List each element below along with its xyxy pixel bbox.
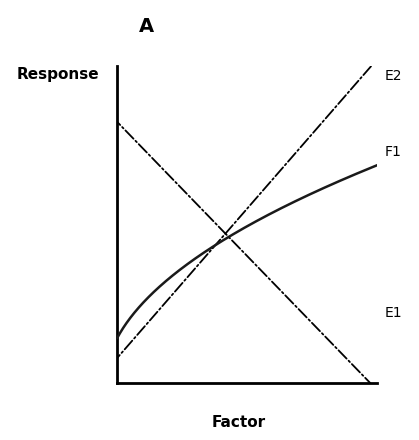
Text: E1: E1 (385, 306, 403, 320)
Text: F1: F1 (385, 144, 402, 158)
Text: A: A (139, 17, 154, 36)
Text: Factor: Factor (212, 415, 266, 430)
Text: E2: E2 (385, 69, 402, 83)
Text: Response: Response (17, 67, 99, 82)
